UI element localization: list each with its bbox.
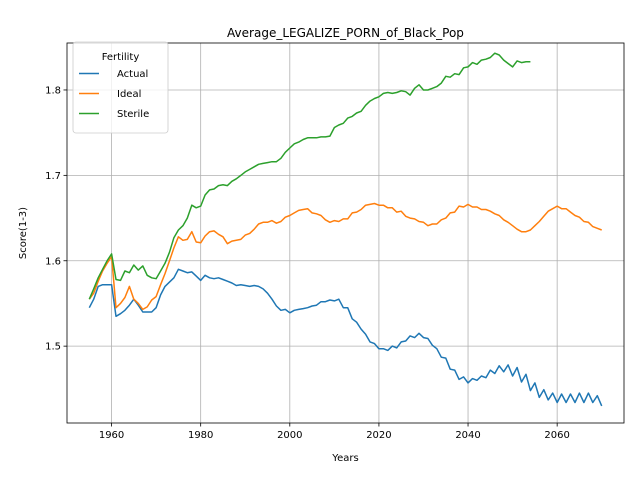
legend-box — [72, 41, 169, 134]
chart-title: Average_LEGALIZE_PORN_of_Black_Pop — [227, 26, 464, 40]
series-lines — [88, 52, 603, 407]
x-tick-label: 2020 — [366, 430, 391, 441]
legend-label-sterile: Sterile — [117, 109, 149, 120]
y-tick-label: 1.8 — [45, 85, 61, 96]
y-tick-label: 1.7 — [45, 171, 61, 182]
series-line-sterile — [88, 52, 531, 300]
legend-label-ideal: Ideal — [117, 89, 141, 100]
x-tick-label: 1960 — [99, 430, 124, 441]
plot-area-frame — [66, 42, 625, 424]
axis-ticks: 1960 1980 2000 2020 2040 2060 1.5 1.6 1.7 1.8 — [45, 85, 570, 441]
y-tick-label: 1.5 — [45, 342, 61, 353]
x-axis-label: Years — [331, 453, 358, 464]
x-tick-label: 2060 — [544, 430, 569, 441]
series-line-ideal — [88, 202, 602, 311]
x-tick-label: 1980 — [188, 430, 213, 441]
x-tick-label: 2040 — [455, 430, 480, 441]
x-tick-label: 2000 — [277, 430, 302, 441]
grid-lines — [67, 43, 624, 423]
legend-label-actual: Actual — [117, 69, 148, 80]
y-axis-label: Score(1-3) — [18, 207, 29, 259]
series-line-actual — [88, 268, 603, 407]
y-tick-label: 1.6 — [45, 256, 61, 267]
legend: Fertility Actual Ideal Sterile — [72, 41, 169, 134]
legend-title: Fertility — [102, 52, 140, 63]
